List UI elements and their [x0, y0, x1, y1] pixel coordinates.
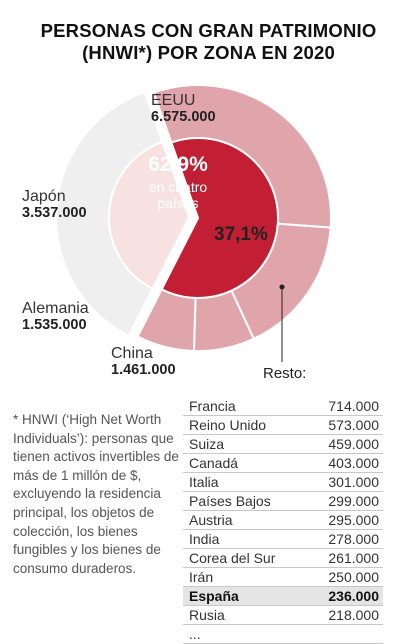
country-name: Rusia [189, 607, 225, 623]
label-japon-name: Japón [22, 188, 66, 205]
label-china: China 1.461.000 [111, 345, 176, 379]
country-value: 301.000 [328, 474, 379, 490]
country-value: 714.000 [328, 398, 379, 414]
country-name: Reino Unido [189, 417, 267, 433]
table-row: Austria 295.000 [183, 511, 383, 530]
table-row: Irán 250.000 [183, 568, 383, 587]
table-row: España 236.000 [183, 586, 383, 606]
table-row: Corea del Sur 261.000 [183, 549, 383, 568]
label-eeuu: EEUU 6.575.000 [151, 92, 216, 126]
label-eeuu-value: 6.575.000 [151, 109, 216, 125]
label-japon-value: 3.537.000 [22, 205, 87, 221]
inner-slice-four-countries [160, 137, 279, 299]
rest-table: Francia 714.000 Reino Unido 573.000 Suiza 459… [183, 397, 383, 644]
country-name: Corea del Sur [189, 550, 276, 566]
label-japon: Japón 3.537.000 [22, 188, 87, 222]
country-name: Suiza [189, 436, 225, 452]
rest-percentage: 37,1% [214, 224, 268, 245]
table-row: Italia 301.000 [183, 473, 383, 492]
donut-chart [55, 84, 332, 362]
country-name: Francia [189, 398, 236, 414]
chart-title: PERSONAS CON GRAN PATRIMONIO (HNWI*) POR… [0, 20, 417, 64]
resto-label: Resto: [263, 365, 307, 382]
country-value: 236.000 [328, 588, 379, 604]
table-row: Rusia 218.000 [183, 606, 383, 625]
country-value [307, 625, 383, 644]
country-value: 278.000 [328, 531, 379, 547]
inner-slice-resto [108, 140, 191, 291]
country-name: Irán [189, 569, 214, 585]
table-row: Canadá 403.000 [183, 454, 383, 473]
label-china-value: 1.461.000 [111, 362, 176, 378]
country-name: Italia [189, 474, 219, 490]
label-alemania-value: 1.535.000 [22, 317, 87, 333]
chart-title-line2: (HNWI*) POR ZONA EN 2020 [82, 42, 335, 63]
country-name: Países Bajos [189, 493, 271, 509]
country-name: Canadá [189, 455, 239, 471]
country-value: 299.000 [328, 493, 379, 509]
country-value: 459.000 [328, 436, 379, 452]
center-subtitle-line2: países [157, 195, 199, 211]
country-value: 573.000 [328, 417, 379, 433]
label-alemania-name: Alemania [22, 300, 89, 317]
country-value: 295.000 [328, 512, 379, 528]
table-row: Países Bajos 299.000 [183, 492, 383, 511]
center-percentage: 62,9% [148, 153, 208, 176]
table-row: Reino Unido 573.000 [183, 416, 383, 435]
country-value: 261.000 [328, 550, 379, 566]
center-subtitle-line1: en cuatro [148, 179, 208, 195]
country-name: España [189, 588, 239, 604]
country-name: Austria [189, 512, 233, 528]
label-china-name: China [111, 345, 153, 362]
label-alemania: Alemania 1.535.000 [22, 300, 89, 334]
country-value: 250.000 [328, 569, 379, 585]
table-row: India 278.000 [183, 530, 383, 549]
table-row: Francia 714.000 [183, 397, 383, 416]
footnote: * HNWI (‘High Net Worth Individuals’): p… [13, 412, 179, 576]
country-name: India [189, 531, 220, 547]
chart-title-line1: PERSONAS CON GRAN PATRIMONIO [40, 20, 377, 41]
center-subtitle: en cuatro países [128, 179, 228, 211]
table-row: Suiza 459.000 [183, 435, 383, 454]
label-eeuu-name: EEUU [151, 92, 196, 109]
country-name: ... [189, 626, 201, 642]
table-row: ... [183, 625, 383, 644]
country-value: 218.000 [328, 607, 379, 623]
country-value: 403.000 [328, 455, 379, 471]
